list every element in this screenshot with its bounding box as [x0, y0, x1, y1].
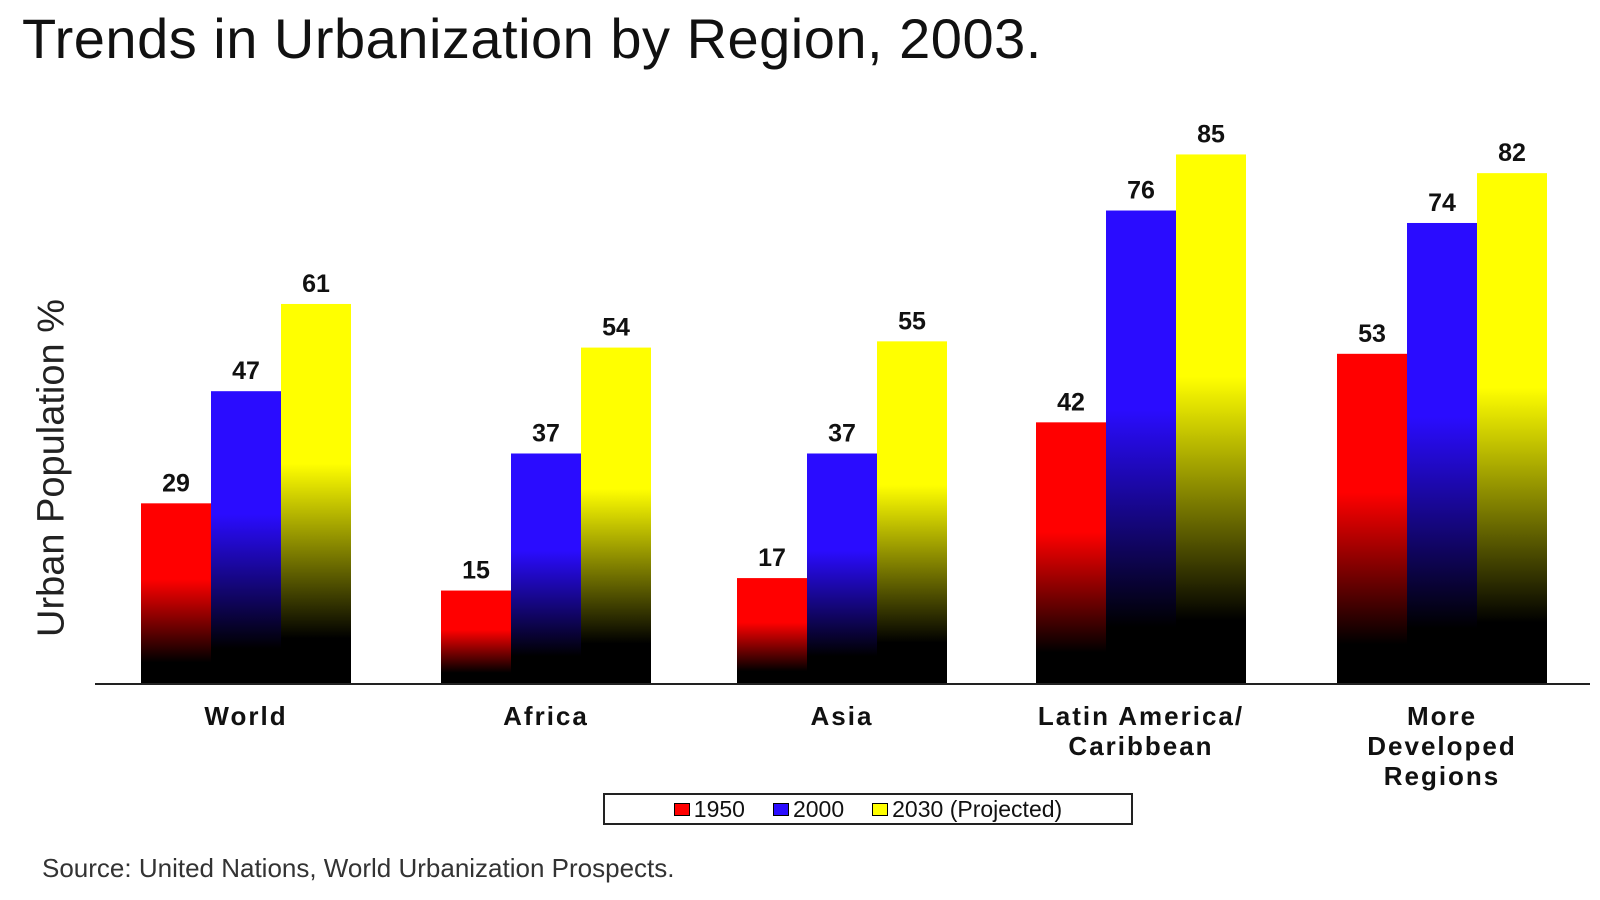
- bar-latin-america-caribbean-2000: [1106, 210, 1176, 684]
- x-tick-label-africa: Africa: [503, 701, 589, 731]
- data-label-world-2000: 47: [232, 357, 260, 385]
- data-label-asia-1950: 17: [758, 544, 786, 572]
- data-label-africa-2030-projected: 54: [602, 314, 630, 342]
- bar-world-2000: [211, 391, 281, 684]
- bar-asia-2000: [807, 453, 877, 684]
- bar-africa-2000: [511, 453, 581, 684]
- chart-title: Trends in Urbanization by Region, 2003.: [22, 7, 1042, 70]
- data-label-more-developed-regions-1950: 53: [1358, 320, 1386, 348]
- bar-africa-2030-projected: [581, 347, 651, 684]
- data-label-africa-2000: 37: [532, 419, 560, 447]
- bar-world-2030-projected: [281, 303, 351, 684]
- legend-label-1950: 1950: [693, 795, 745, 822]
- data-label-asia-2000: 37: [828, 419, 856, 447]
- bar-latin-america-caribbean-2030-projected: [1176, 154, 1246, 684]
- data-label-africa-1950: 15: [462, 557, 490, 585]
- x-tick-label-more-developed-regions: More Developed Regions: [1367, 701, 1517, 791]
- legend-label-2000: 2000: [792, 795, 845, 822]
- bar-africa-1950: [441, 590, 511, 684]
- data-label-latin-america-caribbean-2030-projected: 85: [1197, 120, 1225, 148]
- x-tick-label-latin-america-caribbean: Latin America/Caribbean: [1038, 701, 1244, 761]
- data-label-world-1950: 29: [162, 469, 190, 497]
- legend-label-2030-projected: 2030 (Projected): [892, 795, 1063, 822]
- bar-asia-1950: [737, 578, 807, 684]
- x-tick-label-world: World: [204, 701, 287, 731]
- legend-item-2000: 2000: [772, 795, 845, 823]
- bar-world-1950: [141, 503, 211, 684]
- data-label-more-developed-regions-2030-projected: 82: [1498, 139, 1526, 167]
- legend-swatch-2030-projected: [872, 802, 889, 816]
- legend-swatch-1950: [673, 802, 690, 816]
- bar-more-developed-regions-1950: [1337, 353, 1407, 684]
- bar-more-developed-regions-2030-projected: [1477, 173, 1547, 684]
- source-note: Source: United Nations, World Urbanizati…: [42, 853, 675, 883]
- data-label-world-2030-projected: 61: [302, 270, 330, 298]
- bar-asia-2030-projected: [877, 341, 947, 684]
- bar-more-developed-regions-2000: [1407, 222, 1477, 685]
- data-label-asia-2030-projected: 55: [898, 307, 926, 335]
- data-label-more-developed-regions-2000: 74: [1428, 189, 1456, 217]
- x-tick-label-asia: Asia: [811, 701, 874, 731]
- data-label-latin-america-caribbean-1950: 42: [1057, 388, 1085, 416]
- legend-item-2030-projected: 2030 (Projected): [872, 796, 1062, 823]
- legend: 1950 2000 2030 (Projected): [603, 793, 1133, 825]
- legend-item-1950: 1950: [673, 795, 745, 823]
- bar-latin-america-caribbean-1950: [1036, 422, 1106, 684]
- data-label-latin-america-caribbean-2000: 76: [1127, 177, 1155, 205]
- legend-swatch-2000: [772, 802, 789, 816]
